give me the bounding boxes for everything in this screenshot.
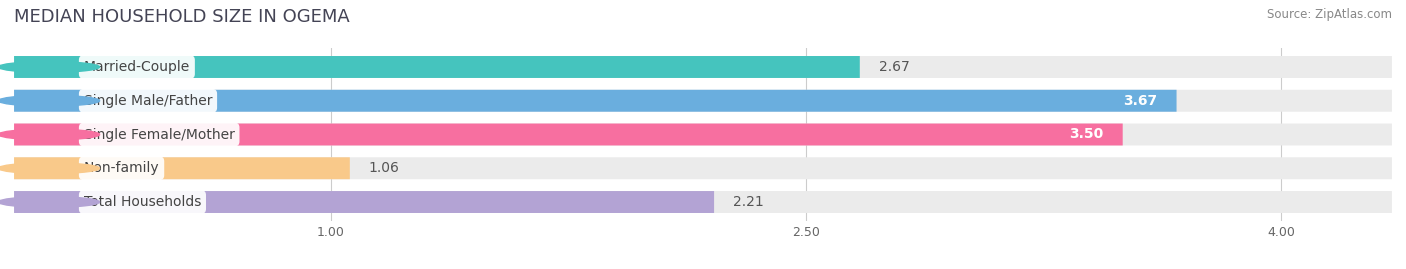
Circle shape (0, 95, 100, 106)
FancyBboxPatch shape (14, 191, 714, 213)
FancyBboxPatch shape (14, 157, 1392, 179)
Text: Source: ZipAtlas.com: Source: ZipAtlas.com (1267, 8, 1392, 21)
FancyBboxPatch shape (14, 56, 860, 78)
Text: 3.67: 3.67 (1123, 94, 1157, 108)
Text: Single Female/Mother: Single Female/Mother (84, 128, 235, 141)
FancyBboxPatch shape (14, 123, 1123, 146)
Text: 3.50: 3.50 (1070, 128, 1104, 141)
Circle shape (0, 163, 100, 174)
FancyBboxPatch shape (14, 90, 1392, 112)
Text: Single Male/Father: Single Male/Father (84, 94, 212, 108)
Circle shape (0, 197, 100, 207)
Circle shape (0, 62, 100, 72)
FancyBboxPatch shape (14, 56, 1392, 78)
Text: Married-Couple: Married-Couple (84, 60, 190, 74)
FancyBboxPatch shape (14, 191, 1392, 213)
Text: 1.06: 1.06 (368, 161, 399, 175)
Circle shape (0, 129, 100, 140)
Text: Non-family: Non-family (84, 161, 159, 175)
FancyBboxPatch shape (14, 90, 1177, 112)
Text: MEDIAN HOUSEHOLD SIZE IN OGEMA: MEDIAN HOUSEHOLD SIZE IN OGEMA (14, 8, 350, 26)
FancyBboxPatch shape (14, 123, 1392, 146)
Text: 2.67: 2.67 (879, 60, 910, 74)
Text: Total Households: Total Households (84, 195, 201, 209)
Text: 2.21: 2.21 (733, 195, 763, 209)
FancyBboxPatch shape (14, 157, 350, 179)
